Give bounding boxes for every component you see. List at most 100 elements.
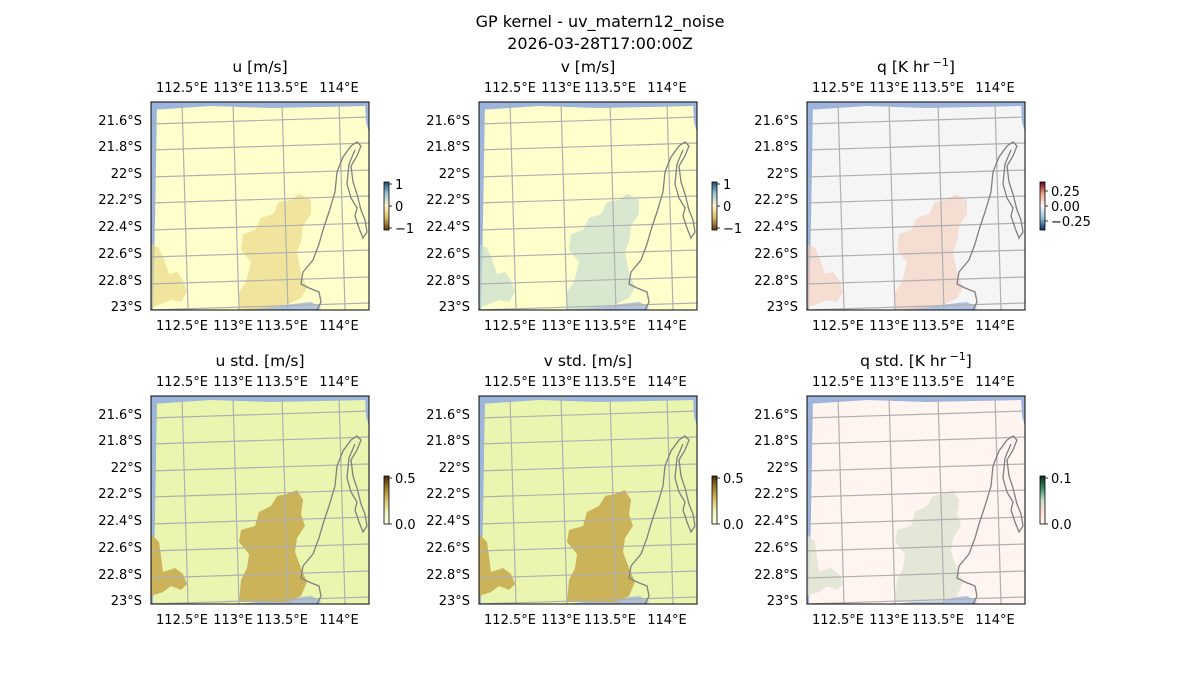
colorbar-tick-label: 0.5 (395, 472, 416, 487)
lon-tick-bottom: 113.5°E (912, 319, 964, 334)
lon-tick-bottom: 114°E (647, 613, 687, 628)
field-patch-west (479, 534, 515, 596)
lon-tick-bottom: 113°E (213, 319, 253, 334)
lat-tick: 21.8°S (426, 434, 470, 449)
lon-tick-bottom: 112.5°E (812, 613, 864, 628)
lat-tick: 22°S (767, 167, 798, 182)
lon-tick-bottom: 114°E (319, 613, 359, 628)
panel-q_std: q std. [K hr −1] 112.5°E 112.5°E 113°E 113°E… (754, 350, 1071, 628)
field-patch-west (807, 244, 843, 308)
lon-tick-top: 112.5°E (812, 375, 864, 390)
lon-tick-top: 113°E (541, 81, 581, 96)
lon-tick-top: 113°E (213, 81, 253, 96)
lat-tick: 22.2°S (754, 487, 798, 502)
ocean-edge-top (479, 396, 697, 404)
lat-tick: 23°S (439, 300, 470, 315)
lon-tick-top: 114°E (647, 81, 687, 96)
lat-tick: 22°S (439, 167, 470, 182)
lat-tick: 21.6°S (426, 408, 470, 423)
gridlines (807, 102, 1025, 310)
map-frame (150, 101, 370, 311)
lat-tick: 21.8°S (98, 140, 142, 155)
lat-tick: 21.6°S (98, 114, 142, 129)
lat-tick: 22.8°S (98, 568, 142, 583)
lat-tick: 21.8°S (98, 434, 142, 449)
lon-tick-top: 112.5°E (812, 81, 864, 96)
colorbar-tick-label: 0.0 (723, 518, 744, 533)
lat-tick: 23°S (111, 300, 142, 315)
ocean-edge-top (151, 396, 369, 404)
lon-tick-top: 113°E (869, 81, 909, 96)
colorbar-tick-label: 0.5 (723, 472, 744, 487)
panel-title-v_std: v std. [m/s] (544, 352, 632, 370)
colorbar-tick-label: 0.00 (1051, 200, 1080, 215)
lat-tick: 22.8°S (426, 568, 470, 583)
colorbar-tick-label: 0 (723, 200, 731, 215)
coastline (628, 141, 696, 310)
lat-tick: 21.6°S (754, 114, 798, 129)
lon-tick-bottom: 112.5°E (484, 319, 536, 334)
colorbar-v: 1 0 −1 (711, 178, 742, 237)
coastline (956, 435, 1024, 604)
lon-tick-bottom: 112.5°E (812, 319, 864, 334)
lat-tick: 22.4°S (754, 220, 798, 235)
lon-tick-bottom: 112.5°E (156, 319, 208, 334)
lat-tick: 22°S (439, 461, 470, 476)
lon-tick-bottom: 112.5°E (156, 613, 208, 628)
lat-tick: 21.8°S (754, 434, 798, 449)
lon-tick-top: 114°E (975, 81, 1015, 96)
lon-tick-top: 113.5°E (256, 375, 308, 390)
lon-tick-bottom: 114°E (647, 319, 687, 334)
lat-tick: 21.8°S (426, 140, 470, 155)
field-patch-west (479, 244, 515, 308)
lon-tick-top: 113°E (869, 375, 909, 390)
lon-tick-bottom: 113.5°E (912, 613, 964, 628)
colorbar-tick-label: 0.25 (1051, 185, 1080, 200)
gridlines (479, 396, 697, 604)
coastline (628, 435, 696, 604)
colorbar-tick-label: 0.0 (1051, 518, 1072, 533)
map-area-v (479, 102, 697, 310)
lon-tick-bottom: 113°E (869, 319, 909, 334)
lat-tick: 21.6°S (98, 408, 142, 423)
lat-tick: 22.8°S (426, 274, 470, 289)
panel-title-q: q [K hr −1] (877, 56, 955, 76)
lat-tick: 22.2°S (426, 193, 470, 208)
lon-tick-bottom: 114°E (975, 319, 1015, 334)
lat-tick: 22°S (111, 167, 142, 182)
colorbar-tick-label: −1 (723, 222, 742, 237)
panel-title-q_std: q std. [K hr −1] (860, 350, 972, 370)
lat-tick: 22.6°S (98, 541, 142, 556)
lon-tick-top: 112.5°E (156, 375, 208, 390)
lat-tick: 22.6°S (426, 247, 470, 262)
lon-tick-bottom: 113.5°E (584, 319, 636, 334)
lat-tick: 22°S (111, 461, 142, 476)
lat-tick: 22.8°S (754, 274, 798, 289)
map-frame (806, 395, 1026, 605)
colorbar-tick-label: 0.1 (1051, 472, 1072, 487)
colorbar-tick-label: −0.25 (1051, 215, 1091, 230)
map-area-u (151, 102, 369, 310)
ocean-edge-top (807, 396, 1025, 404)
ocean-edge-top (151, 102, 369, 110)
lon-tick-top: 114°E (319, 81, 359, 96)
lon-tick-bottom: 113°E (869, 613, 909, 628)
lat-tick: 23°S (439, 594, 470, 609)
colorbar-u_std: 0.5 0.0 (383, 472, 416, 533)
colorbar-tick-label: 1 (723, 178, 731, 193)
field-patch-west (151, 534, 187, 596)
gridlines (807, 396, 1025, 604)
colorbar-v_std: 0.5 0.0 (711, 472, 744, 533)
lat-tick: 21.6°S (754, 408, 798, 423)
panel-u_std: u std. [m/s]112.5°E112.5°E113°E113°E113.… (98, 352, 415, 628)
gridlines (479, 102, 697, 310)
lon-tick-top: 112.5°E (484, 81, 536, 96)
colorbar-u: 1 0 −1 (383, 178, 414, 237)
lat-tick: 22.2°S (426, 487, 470, 502)
lat-tick: 22.6°S (98, 247, 142, 262)
lon-tick-top: 114°E (319, 375, 359, 390)
map-area-v_std (479, 396, 697, 604)
lat-tick: 22.4°S (426, 514, 470, 529)
map-panels: u [m/s]112.5°E112.5°E113°E113°E113.5°E11… (98, 56, 1091, 628)
colorbar-tick-label: −1 (395, 222, 414, 237)
